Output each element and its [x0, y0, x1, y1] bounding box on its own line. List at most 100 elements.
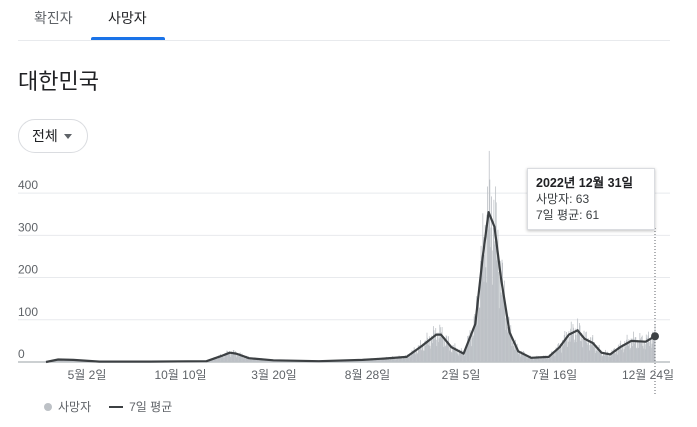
daily-death-bar	[606, 351, 608, 362]
daily-death-bar	[65, 359, 67, 362]
daily-death-bar	[524, 355, 526, 362]
daily-death-bar	[230, 353, 232, 362]
daily-death-bar	[533, 359, 534, 362]
daily-death-bar	[437, 332, 439, 362]
daily-death-bar	[411, 350, 413, 362]
daily-death-bar	[508, 317, 510, 362]
daily-death-bar	[220, 354, 222, 362]
daily-death-bar	[609, 354, 611, 362]
daily-death-bar	[392, 357, 394, 362]
daily-death-bar	[419, 345, 421, 362]
daily-death-bar	[651, 347, 652, 362]
daily-death-bar	[523, 351, 525, 362]
daily-death-bar	[363, 360, 364, 362]
daily-death-bar	[563, 335, 565, 362]
daily-death-bar	[388, 359, 390, 362]
daily-death-bar	[257, 359, 259, 362]
daily-death-bar	[434, 339, 435, 362]
daily-death-bar	[488, 211, 490, 362]
daily-death-bar	[242, 355, 244, 362]
daily-death-bar	[536, 355, 538, 362]
daily-death-bar	[389, 359, 391, 362]
daily-death-bar	[229, 357, 231, 362]
daily-death-bar	[619, 343, 621, 362]
daily-death-bar	[424, 340, 426, 362]
daily-death-bar	[381, 358, 383, 362]
daily-death-bar	[490, 227, 492, 362]
daily-death-bar	[420, 340, 421, 362]
daily-death-bar	[218, 357, 220, 362]
daily-death-bar	[530, 355, 531, 362]
daily-death-bar	[424, 341, 426, 362]
daily-death-bar	[634, 337, 636, 362]
daily-death-bar	[605, 349, 606, 362]
period-dropdown[interactable]: 전체	[18, 119, 88, 153]
daily-death-bar	[554, 356, 556, 362]
daily-death-bar	[566, 331, 567, 362]
daily-death-bar	[614, 352, 616, 362]
dropdown-arrow-icon	[63, 133, 72, 139]
daily-death-bar	[503, 280, 505, 362]
daily-death-bar	[629, 340, 630, 362]
daily-death-bar	[515, 339, 516, 362]
daily-death-bar	[456, 348, 458, 362]
daily-death-bar	[438, 338, 440, 362]
tab-bar: 확진자 사망자	[18, 0, 670, 41]
daily-death-bar	[425, 345, 427, 362]
daily-death-bar	[429, 345, 431, 362]
daily-death-bar	[559, 349, 561, 362]
daily-death-bar	[497, 229, 499, 362]
daily-death-bar	[553, 351, 555, 362]
daily-death-bar	[556, 350, 558, 362]
daily-death-bar	[480, 245, 482, 362]
daily-death-bar	[225, 354, 227, 362]
daily-death-bar	[610, 353, 612, 362]
daily-death-bar	[504, 304, 506, 362]
daily-death-bar	[471, 335, 473, 362]
daily-death-bar	[221, 357, 223, 362]
daily-death-bar	[256, 358, 258, 362]
daily-death-bar	[633, 331, 634, 362]
daily-death-bar	[652, 334, 654, 362]
daily-death-bar	[617, 344, 619, 362]
daily-death-bar	[449, 350, 451, 362]
daily-death-bar	[367, 360, 369, 362]
daily-death-bar	[642, 348, 644, 362]
daily-death-bar	[488, 150, 490, 362]
daily-death-bar	[236, 355, 238, 362]
daily-death-bar	[243, 357, 245, 362]
daily-death-bar	[382, 359, 384, 362]
daily-death-bar	[266, 360, 268, 362]
daily-death-bar	[218, 355, 220, 362]
daily-death-bar	[213, 358, 214, 362]
daily-death-bar	[527, 356, 529, 362]
daily-death-bar	[487, 186, 488, 362]
daily-death-bar	[513, 345, 515, 362]
daily-death-bar	[531, 356, 533, 362]
daily-death-bar	[485, 282, 487, 362]
daily-death-bar	[653, 340, 655, 362]
legend-daily-marker	[44, 402, 52, 411]
daily-death-bar	[413, 350, 415, 362]
daily-death-bar	[494, 241, 496, 362]
tab-deaths[interactable]: 사망자	[108, 10, 147, 26]
daily-death-bar	[516, 343, 518, 362]
daily-death-bar	[441, 332, 442, 362]
daily-death-bar	[578, 333, 580, 362]
chart-legend: 사망자 7일 평균	[44, 398, 172, 415]
daily-death-bar	[395, 359, 397, 362]
daily-death-bar	[373, 359, 375, 362]
daily-death-bar	[412, 353, 414, 362]
daily-death-bar	[565, 339, 566, 362]
daily-death-bar	[519, 354, 521, 362]
daily-death-bar	[461, 350, 463, 362]
daily-death-bar	[252, 358, 253, 362]
daily-death-bar	[551, 351, 553, 362]
tab-confirmed[interactable]: 확진자	[34, 10, 73, 26]
daily-death-bar	[386, 358, 388, 362]
daily-death-bar	[557, 344, 559, 362]
daily-death-bar	[79, 360, 81, 362]
daily-death-bar	[478, 307, 480, 362]
daily-death-bar	[384, 358, 385, 362]
